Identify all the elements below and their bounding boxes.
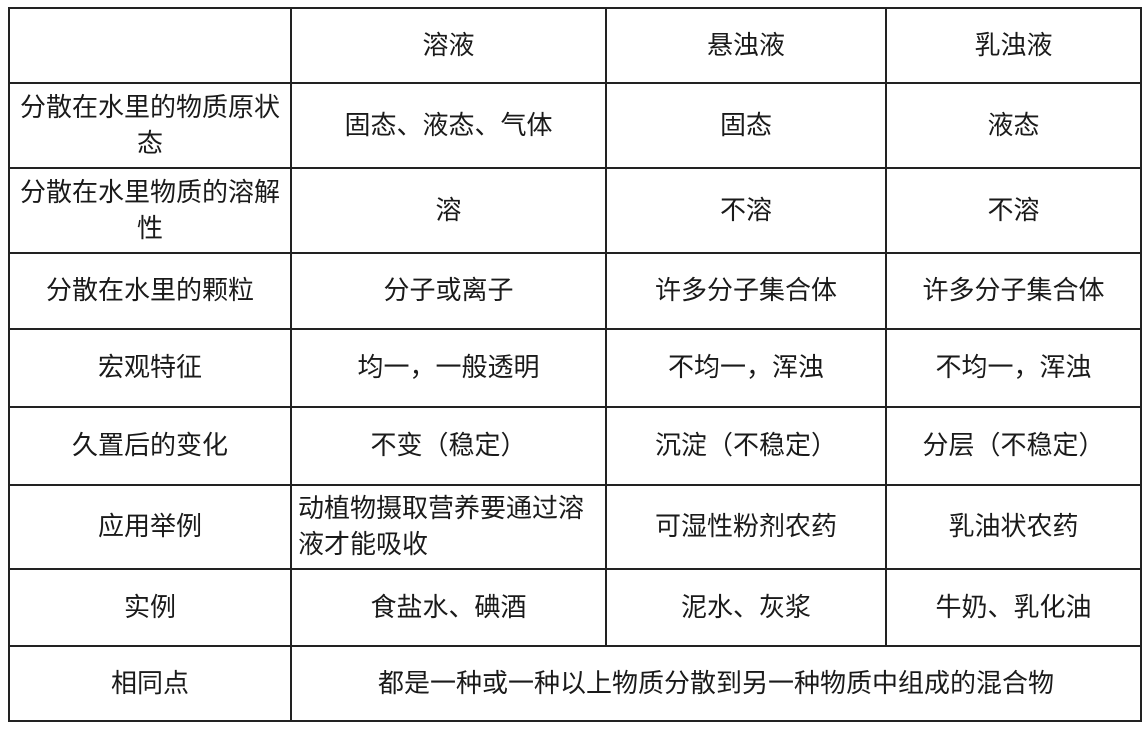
table-cell: 食盐水、碘酒 [290, 568, 607, 647]
table-cell: 不溶 [885, 167, 1142, 254]
header-cell [8, 7, 292, 84]
row-label: 分散在水里物质的溶解性 [8, 167, 292, 254]
table-cell: 不均一，浑浊 [885, 328, 1142, 408]
row-label: 宏观特征 [8, 328, 292, 408]
common-cell: 都是一种或一种以上物质分散到另一种物质中组成的混合物 [290, 645, 1142, 722]
table-row: 应用举例 动植物摄取营养要通过溶液才能吸收 可湿性粉剂农药 乳油状农药 [8, 484, 1142, 570]
table-cell: 牛奶、乳化油 [885, 568, 1142, 647]
table-cell: 分子或离子 [290, 252, 607, 330]
table-cell: 溶 [290, 167, 607, 254]
table-cell: 不均一，浑浊 [605, 328, 887, 408]
table-row: 分散在水里的颗粒 分子或离子 许多分子集合体 许多分子集合体 [8, 252, 1142, 330]
header-cell: 溶液 [290, 7, 607, 84]
table-cell: 不变（稳定） [290, 406, 607, 486]
comparison-table: 溶液 悬浊液 乳浊液 分散在水里的物质原状态 固态、液态、气体 固态 液态 分散… [8, 7, 1142, 722]
table-row: 分散在水里的物质原状态 固态、液态、气体 固态 液态 [8, 82, 1142, 169]
row-label: 久置后的变化 [8, 406, 292, 486]
table-cell: 固态、液态、气体 [290, 82, 607, 169]
header-cell: 悬浊液 [605, 7, 887, 84]
row-label: 分散在水里的颗粒 [8, 252, 292, 330]
table-cell: 液态 [885, 82, 1142, 169]
table-cell: 泥水、灰浆 [605, 568, 887, 647]
table-cell: 乳油状农药 [885, 484, 1142, 570]
row-label: 应用举例 [8, 484, 292, 570]
row-label: 相同点 [8, 645, 292, 722]
table-row: 分散在水里物质的溶解性 溶 不溶 不溶 [8, 167, 1142, 254]
table-row: 宏观特征 均一，一般透明 不均一，浑浊 不均一，浑浊 [8, 328, 1142, 408]
table-cell: 不溶 [605, 167, 887, 254]
header-row: 溶液 悬浊液 乳浊液 [8, 7, 1142, 84]
table-cell: 动植物摄取营养要通过溶液才能吸收 [290, 484, 607, 570]
table-cell: 许多分子集合体 [885, 252, 1142, 330]
table-cell: 许多分子集合体 [605, 252, 887, 330]
table-cell: 固态 [605, 82, 887, 169]
row-label: 实例 [8, 568, 292, 647]
table-row: 实例 食盐水、碘酒 泥水、灰浆 牛奶、乳化油 [8, 568, 1142, 647]
table-cell: 均一，一般透明 [290, 328, 607, 408]
table-row: 久置后的变化 不变（稳定） 沉淀（不稳定） 分层（不稳定） [8, 406, 1142, 486]
row-label: 分散在水里的物质原状态 [8, 82, 292, 169]
header-cell: 乳浊液 [885, 7, 1142, 84]
table-cell: 分层（不稳定） [885, 406, 1142, 486]
common-row: 相同点 都是一种或一种以上物质分散到另一种物质中组成的混合物 [8, 645, 1142, 722]
table-cell: 沉淀（不稳定） [605, 406, 887, 486]
table-cell: 可湿性粉剂农药 [605, 484, 887, 570]
